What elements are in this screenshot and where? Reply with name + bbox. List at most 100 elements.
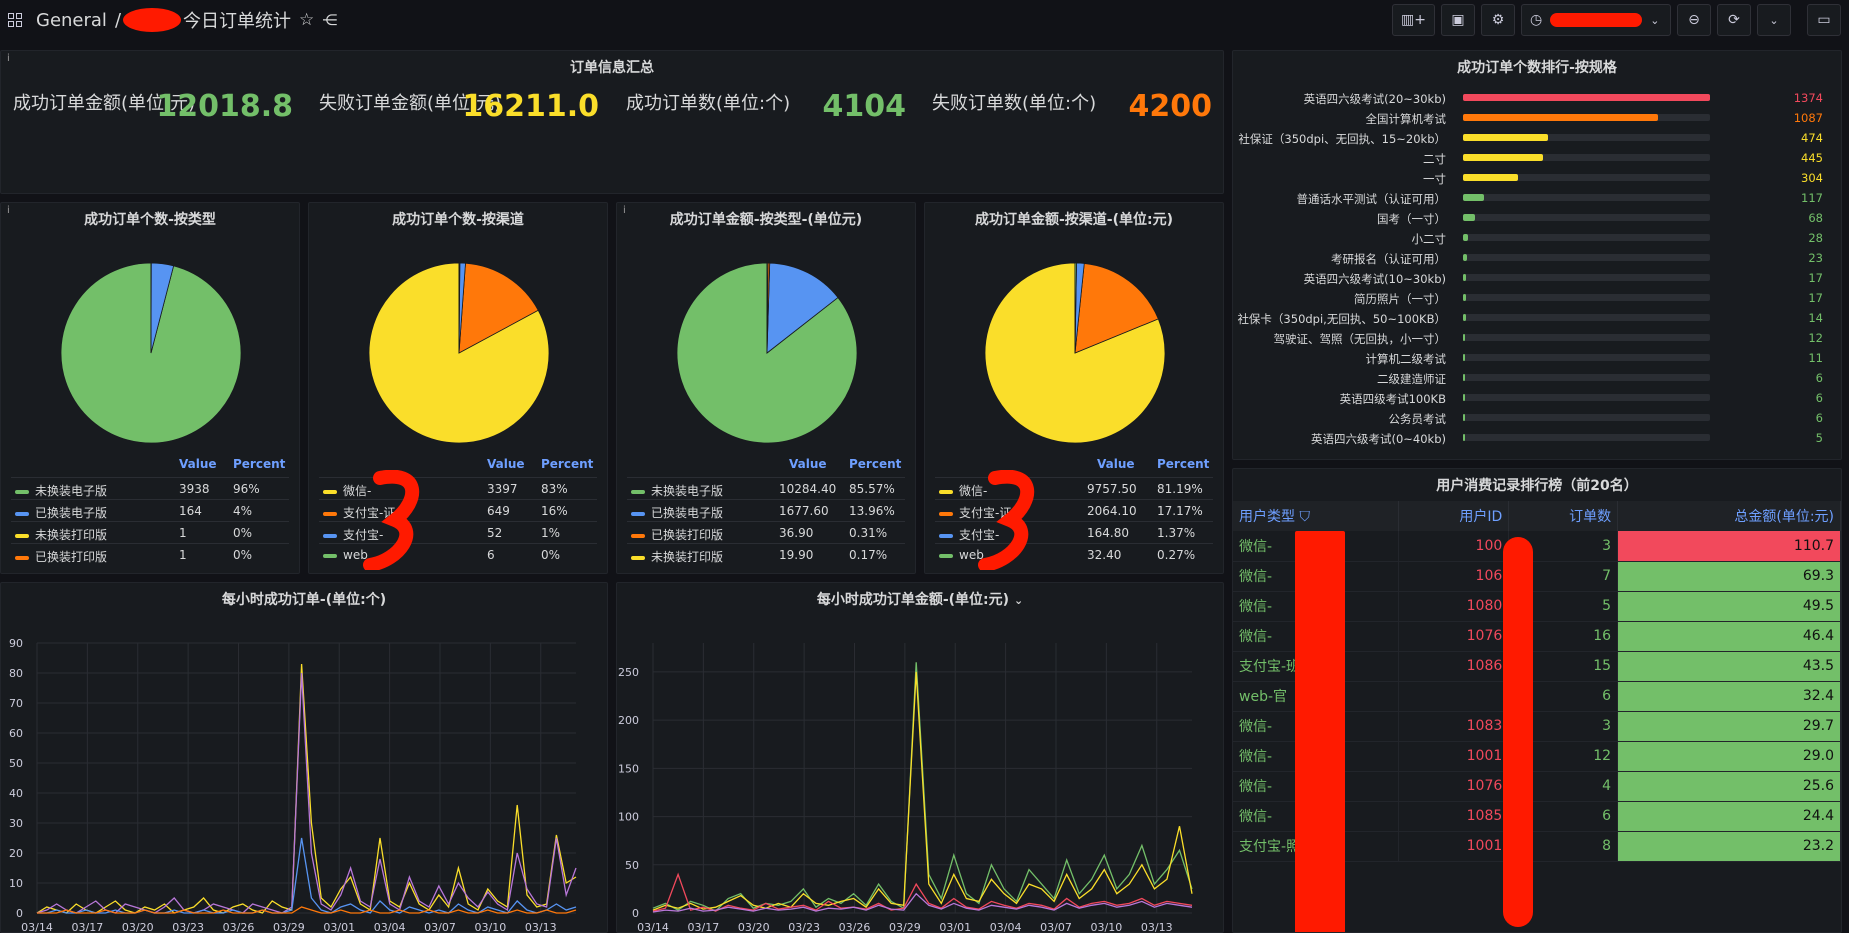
column-header-user-id[interactable]: 用户ID xyxy=(1398,501,1510,531)
legend-header-value[interactable]: Value xyxy=(789,457,827,471)
refresh-interval-button[interactable]: ⌄ xyxy=(1757,4,1791,36)
dashboard-title[interactable]: 今日订单统计 xyxy=(183,11,292,32)
legend-value: 2064.10 xyxy=(1087,504,1137,518)
series-line[interactable] xyxy=(652,872,1193,912)
pie-slice[interactable] xyxy=(1074,262,1077,354)
share-icon[interactable]: ⋲ xyxy=(322,11,338,29)
ranking-row[interactable]: 社保证（350dpi、无回执、15~20kb） 474 xyxy=(1233,129,1841,146)
legend-header-value[interactable]: Value xyxy=(179,457,217,471)
legend-item[interactable]: 已换装打印版 1 0% xyxy=(11,543,289,565)
legend-item[interactable]: 未换装打印版 1 0% xyxy=(11,521,289,543)
pie-chart[interactable] xyxy=(1,233,300,443)
table-row[interactable]: 微信- 1076 4 25.6 xyxy=(1233,771,1841,802)
x-tick-label: 03/14 xyxy=(21,921,53,933)
ranking-row[interactable]: 普通话水平测试（认证可用） 117 xyxy=(1233,189,1841,206)
table-row[interactable]: 微信- 1076 16 46.4 xyxy=(1233,621,1841,652)
legend-item[interactable]: 已换装电子版 1677.60 13.96% xyxy=(627,499,905,521)
column-header-order-count[interactable]: 订单数 xyxy=(1508,501,1619,531)
legend-item[interactable]: 已换装打印版 36.90 0.31% xyxy=(627,521,905,543)
legend-header-percent[interactable]: Percent xyxy=(233,457,286,471)
ranking-bar-track xyxy=(1463,314,1710,321)
series-line[interactable] xyxy=(37,906,577,914)
ranking-row[interactable]: 驾驶证、驾照（无回执，小一寸） 12 xyxy=(1233,329,1841,346)
ranking-row[interactable]: 英语四六级考试(20~30kb) 1374 xyxy=(1233,89,1841,106)
pie-chart[interactable] xyxy=(925,233,1224,443)
legend-item[interactable]: web 32.40 0.27% xyxy=(935,543,1213,565)
legend-item[interactable]: 支付宝-证 649 16% xyxy=(319,499,597,521)
zoom-out-button[interactable]: ⊖ xyxy=(1677,4,1711,36)
column-header-total-amount[interactable]: 总金额(单位:元) xyxy=(1617,501,1841,531)
save-dashboard-button[interactable]: ▣ xyxy=(1441,4,1475,36)
hourly-orders-chart[interactable]: 0 10 20 30 40 50 60 70 80 90 03/14 03/17 03/20 03/23 0… xyxy=(1,583,608,933)
ranking-row[interactable]: 公务员考试 6 xyxy=(1233,409,1841,426)
ranking-row[interactable]: 二寸 445 xyxy=(1233,149,1841,166)
legend-item[interactable]: 未换装打印版 19.90 0.17% xyxy=(627,543,905,565)
dashboards-grid-icon[interactable] xyxy=(8,13,22,27)
series-line[interactable] xyxy=(36,672,577,914)
panel-title: 订单信息汇总 xyxy=(570,60,654,76)
tv-mode-button[interactable]: ▭ xyxy=(1807,4,1841,36)
settings-button[interactable]: ⚙ xyxy=(1481,4,1515,36)
ranking-bar-track xyxy=(1463,134,1710,141)
chevron-down-icon[interactable]: ⌄ xyxy=(1013,594,1024,607)
ranking-bar xyxy=(1463,294,1467,301)
pie-chart[interactable] xyxy=(617,233,916,443)
legend-item[interactable]: 未换装电子版 3938 96% xyxy=(11,477,289,499)
breadcrumb-root[interactable]: General xyxy=(36,9,107,31)
table-row[interactable]: 支付宝-班 1086 15 43.5 xyxy=(1233,651,1841,682)
ranking-bar-track xyxy=(1463,194,1710,201)
ranking-row[interactable]: 全国计算机考试 1087 xyxy=(1233,109,1841,126)
pie-slice[interactable] xyxy=(766,262,839,354)
pie-slice[interactable] xyxy=(1074,263,1159,354)
legend-header: Value Percent xyxy=(627,457,905,477)
info-icon[interactable]: i xyxy=(623,205,626,216)
filter-icon[interactable]: ⛉ xyxy=(1299,509,1310,525)
pie-slice[interactable] xyxy=(458,262,539,354)
time-picker-button[interactable]: ◷ ⌄ xyxy=(1521,4,1671,36)
ranking-row[interactable]: 二级建造师证 6 xyxy=(1233,369,1841,386)
legend-item[interactable]: 微信- 3397 83% xyxy=(319,477,597,499)
ranking-row[interactable]: 社保卡（350dpi,无回执、50~100KB） 14 xyxy=(1233,309,1841,326)
column-header-user-type[interactable]: 用户类型 ⛉ xyxy=(1233,501,1399,531)
pie-chart[interactable] xyxy=(309,233,608,443)
star-icon[interactable]: ☆ xyxy=(299,10,315,30)
add-panel-button[interactable]: ▥+ xyxy=(1392,4,1435,36)
table-row[interactable]: 微信- 1085 6 24.4 xyxy=(1233,801,1841,832)
legend-item[interactable]: 支付宝- 52 1% xyxy=(319,521,597,543)
ranking-row[interactable]: 简历照片（一寸） 17 xyxy=(1233,289,1841,306)
legend-item[interactable]: web 6 0% xyxy=(319,543,597,565)
ranking-row[interactable]: 英语四级考试100KB 6 xyxy=(1233,389,1841,406)
legend-item[interactable]: 支付宝- 164.80 1.37% xyxy=(935,521,1213,543)
chart-title-text: 每小时成功订单金额-(单位:元) xyxy=(816,592,1010,608)
pie-slice[interactable] xyxy=(766,262,769,354)
pie-slice[interactable] xyxy=(458,262,461,354)
legend-item[interactable]: 微信- 9757.50 81.19% xyxy=(935,477,1213,499)
legend-value: 36.90 xyxy=(779,526,814,540)
info-icon[interactable]: i xyxy=(7,53,10,64)
ranking-row[interactable]: 一寸 304 xyxy=(1233,169,1841,186)
hourly-amount-chart[interactable]: 0 50 100 150 200 250 03/14 03/17 03/20 03/23 03/26… xyxy=(617,583,1224,933)
series-line[interactable] xyxy=(652,892,1193,913)
ranking-row[interactable]: 计算机二级考试 11 xyxy=(1233,349,1841,366)
info-icon[interactable]: i xyxy=(7,205,10,216)
ranking-row[interactable]: 国考（一寸） 68 xyxy=(1233,209,1841,226)
monitor-icon: ▭ xyxy=(1817,12,1831,28)
series-line[interactable] xyxy=(652,671,1193,911)
ranking-row[interactable]: 英语四六级考试(0~40kb) 5 xyxy=(1233,429,1841,446)
ranking-row[interactable]: 英语四六级考试(10~30kb) 17 xyxy=(1233,269,1841,286)
series-line[interactable] xyxy=(36,663,577,914)
legend-item[interactable]: 已换装电子版 164 4% xyxy=(11,499,289,521)
refresh-button[interactable]: ⟳ xyxy=(1717,4,1751,36)
x-tick-label: 03/07 xyxy=(1040,921,1072,933)
ranking-row[interactable]: 考研报名（认证可用） 23 xyxy=(1233,249,1841,266)
cell-user-id: 1086 xyxy=(1398,651,1510,682)
legend-item[interactable]: 支付宝-证 2064.10 17.17% xyxy=(935,499,1213,521)
legend-header-percent[interactable]: Percent xyxy=(1157,457,1210,471)
legend-header-percent[interactable]: Percent xyxy=(541,457,594,471)
legend-item[interactable]: 未换装电子版 10284.40 85.57% xyxy=(627,477,905,499)
ranking-row[interactable]: 小二寸 28 xyxy=(1233,229,1841,246)
y-tick-label: 200 xyxy=(618,714,639,727)
legend-header-value[interactable]: Value xyxy=(487,457,525,471)
legend-header-percent[interactable]: Percent xyxy=(849,457,902,471)
legend-header-value[interactable]: Value xyxy=(1097,457,1135,471)
